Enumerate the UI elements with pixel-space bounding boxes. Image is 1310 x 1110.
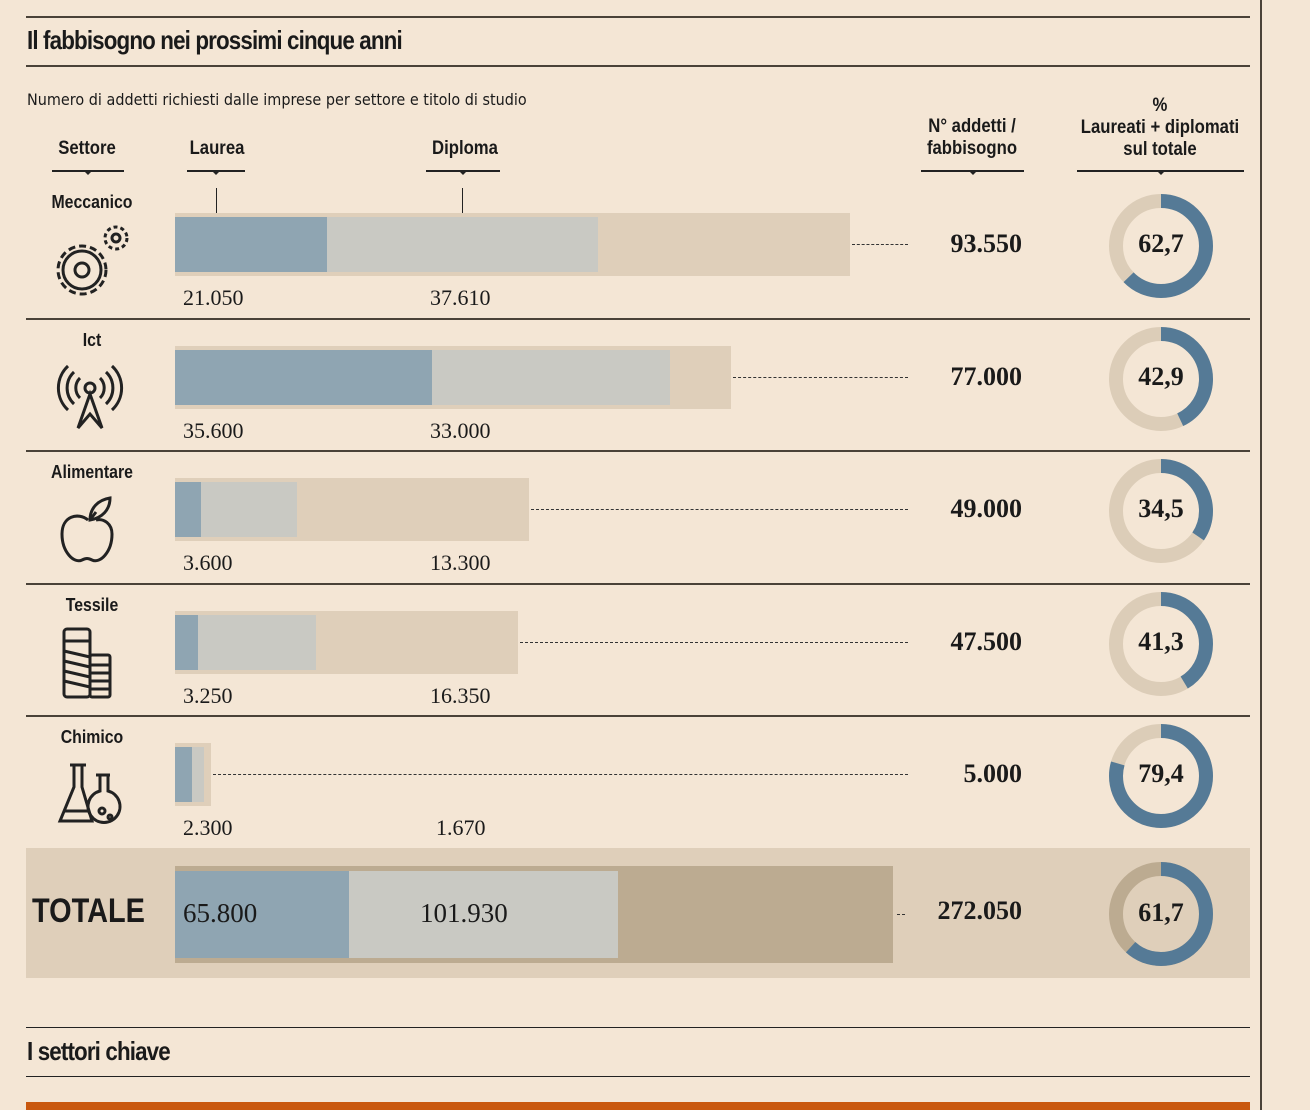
percent-value: 62,7 [1138,229,1184,258]
total-value: 49.000 [950,494,1023,523]
bar-laurea [175,350,432,405]
column-marker [426,170,500,175]
column-marker [1077,170,1244,175]
percent-value: 41,3 [1138,627,1184,656]
laurea-value: 35.600 [183,418,244,443]
leader-dots [213,774,908,775]
column-header-laurea: Laurea [189,138,245,159]
sector-label: Meccanico [51,192,133,212]
column-header-total-line1: N° addetti / [928,116,1016,137]
column-header-total-line2: fabbisogno [926,138,1018,159]
column-header-diploma: Diploma [432,138,498,159]
bar-laurea [175,615,199,670]
column-divider [1260,0,1262,1110]
laurea-value: 3.600 [183,550,233,575]
percent-donut [1109,327,1213,431]
percent-value: 79,4 [1138,759,1184,788]
donut-arc [1109,724,1213,828]
row-divider [26,715,1250,717]
sector-label: Alimentare [51,462,133,482]
section-title: I settori chiave [27,1036,171,1066]
column-header-percent-line3: sul totale [1123,139,1197,160]
section-rule [26,1027,1250,1028]
column-marker [187,170,245,175]
donut-arc [1109,592,1213,696]
bar-diploma [431,350,670,405]
subtitle: Numero di addetti richiesti dalle impres… [27,90,527,109]
laurea-value: 3.250 [183,683,233,708]
diploma-value: 33.000 [430,418,491,443]
sector-label: Ict [82,330,102,350]
gears-icon [50,220,130,305]
bar-diploma [191,747,204,802]
percent-donut [1109,194,1213,298]
total-laurea-value: 65.800 [183,898,258,928]
total-bar-diploma [348,871,618,958]
leader-dots [519,642,908,643]
percent-donut [1109,592,1213,696]
flask-icon [50,755,130,840]
laurea-value: 2.300 [183,815,233,840]
total-value: 5.000 [963,759,1023,788]
bar-laurea [175,747,192,802]
bar-diploma [200,482,297,537]
column-marker [921,170,1024,175]
total-value: 47.500 [950,627,1023,656]
column-marker [52,170,124,175]
diploma-value: 13.300 [430,550,491,575]
total-value: 77.000 [950,362,1023,391]
page-title: Il fabbisogno nei prossimi cinque anni [27,25,403,55]
column-header-percent-line1: % [1152,95,1168,116]
section-rule [26,1076,1250,1077]
row-divider [26,318,1250,320]
percent-donut [1109,459,1213,563]
bar-laurea [175,482,201,537]
accent-bar [26,1102,1250,1110]
sector-label: Tessile [65,595,119,615]
total-percent-donut [1109,862,1213,966]
diploma-value: 1.670 [436,815,486,840]
total-leader-dots [897,914,905,915]
leader-dots [732,377,908,378]
title-rule [26,65,1250,67]
total-bar-laurea [175,871,349,958]
total-row-label: TOTALE [32,892,145,930]
percent-donut [1109,724,1213,828]
bar-diploma [198,615,317,670]
donut-arc [1109,327,1213,431]
total-value: 93.550 [950,229,1023,258]
total-percent-value: 61,7 [1138,898,1184,927]
donut-arc [1109,459,1213,563]
donut-arc [1109,862,1213,966]
thread-spool-icon [50,623,130,708]
column-header-percent-line2: Laureati + diplomati [1080,117,1240,138]
diploma-value: 37.610 [430,285,491,310]
top-rule [26,16,1250,18]
diploma-value: 16.350 [430,683,491,708]
column-header-total: N° addetti / fabbisogno [910,116,1033,160]
percent-value: 34,5 [1138,494,1184,523]
donut-arc [1109,194,1213,298]
row-divider [26,583,1250,585]
column-header-sector: Settore [58,138,116,159]
sector-label: Chimico [60,727,124,747]
row-divider [26,450,1250,452]
antenna-icon [50,358,130,443]
laurea-value: 21.050 [183,285,244,310]
bar-diploma [326,217,599,272]
percent-value: 42,9 [1138,362,1184,391]
total-row: TOTALE 65.800 101.930 272.050 61,7 [26,848,1250,978]
column-header-percent: % Laureati + diplomati sul totale [1063,95,1257,161]
total-diploma-value: 101.930 [420,898,508,928]
leader-dots [852,244,908,245]
bar-laurea [175,217,327,272]
leader-dots [530,509,908,510]
apple-icon [50,490,130,575]
total-overall-value: 272.050 [937,896,1023,925]
